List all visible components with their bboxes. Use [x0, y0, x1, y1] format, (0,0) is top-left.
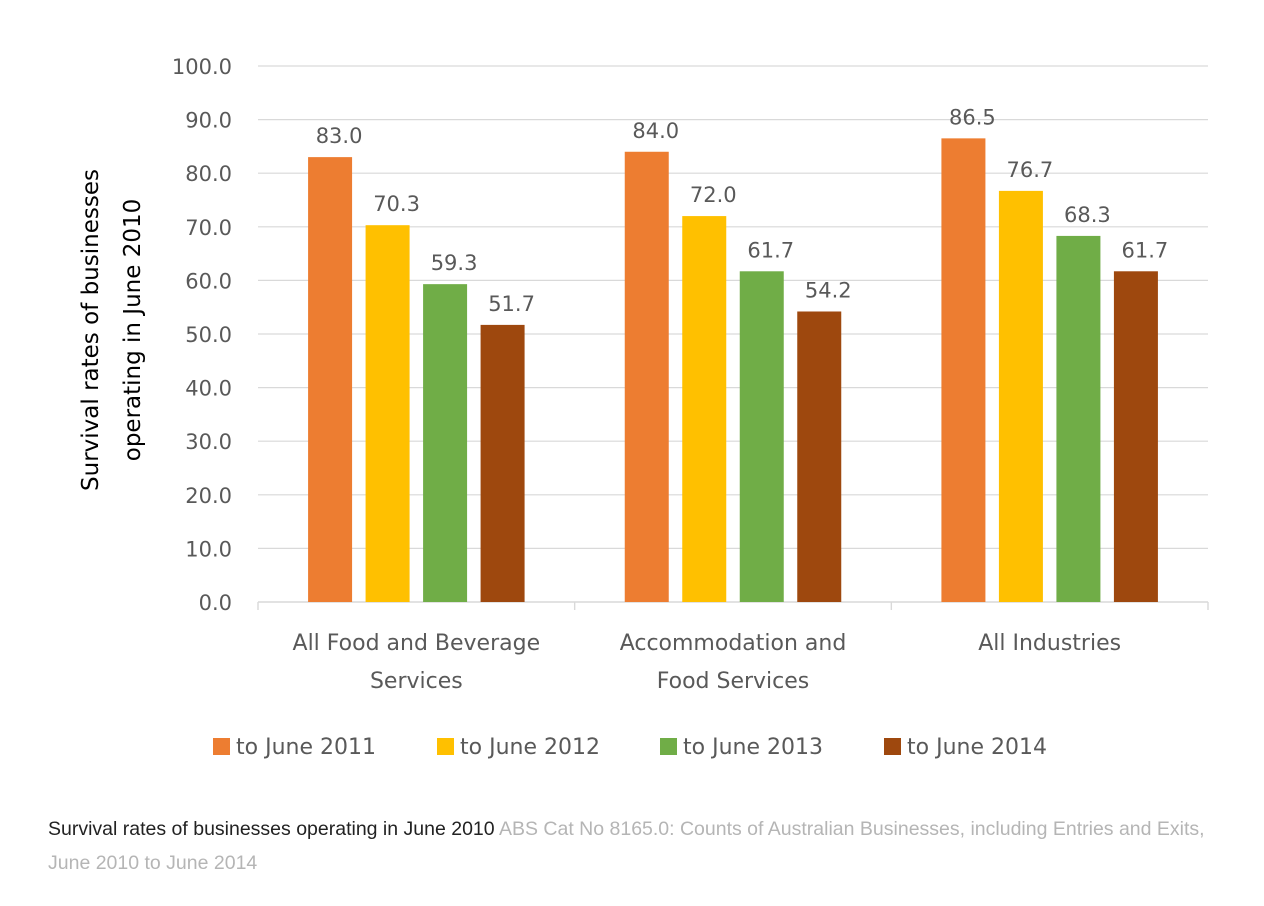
- y-tick-label: 80.0: [185, 162, 232, 186]
- legend-label: to June 2014: [907, 735, 1047, 760]
- category-label: Food Services: [657, 669, 810, 694]
- category-label: Accommodation and: [620, 631, 847, 656]
- y-tick-label: 50.0: [185, 323, 232, 347]
- figure-caption: Survival rates of businesses operating i…: [48, 812, 1208, 880]
- data-label: 61.7: [1122, 238, 1169, 262]
- data-label: 76.7: [1007, 158, 1054, 182]
- bar-2-3: [998, 190, 1043, 602]
- legend-label: to June 2013: [683, 735, 823, 760]
- data-label: 59.3: [431, 251, 478, 275]
- legend-swatch: [437, 738, 454, 755]
- legend-label: to June 2011: [236, 735, 376, 760]
- bar-2-2: [682, 216, 727, 602]
- y-tick-label: 70.0: [185, 216, 232, 240]
- category-label: All Industries: [978, 631, 1121, 656]
- bar-1-2: [624, 151, 669, 602]
- y-axis-title-line-2: operating in June 2010: [120, 199, 146, 461]
- y-tick-label: 20.0: [185, 484, 232, 508]
- y-tick-label: 90.0: [185, 109, 232, 133]
- bar-4-1: [480, 324, 525, 602]
- bar-chart: 0.0 10.0 20.0 30.0 40.0 50.0 60.0 70.0 80.0 90.0 1…: [78, 55, 1209, 760]
- bar-2-1: [365, 225, 410, 602]
- data-label: 54.2: [805, 278, 852, 302]
- legend-swatch: [884, 738, 901, 755]
- data-label: 72.0: [690, 183, 737, 207]
- y-axis-title-line-1: Survival rates of businesses: [78, 169, 104, 491]
- bar-1-3: [941, 138, 986, 603]
- data-label: 86.5: [949, 105, 996, 129]
- y-tick-label: 100.0: [172, 55, 232, 79]
- y-tick-label: 30.0: [185, 430, 232, 454]
- y-tick-label: 60.0: [185, 269, 232, 293]
- legend-swatch: [660, 738, 677, 755]
- caption-title: Survival rates of businesses operating i…: [48, 818, 495, 840]
- data-label: 84.0: [632, 119, 679, 143]
- data-label: 61.7: [747, 238, 794, 262]
- y-tick-label: 40.0: [185, 377, 232, 401]
- y-tick-label: 10.0: [185, 537, 232, 561]
- data-label: 70.3: [373, 192, 420, 216]
- bar-4-3: [1113, 271, 1158, 602]
- bar-4-2: [797, 311, 842, 602]
- legend-swatch: [213, 738, 230, 755]
- category-label: All Food and Beverage: [293, 631, 541, 656]
- bar-3-3: [1056, 235, 1101, 603]
- data-label: 83.0: [316, 124, 363, 148]
- data-label: 68.3: [1064, 203, 1111, 227]
- chart-area: 0.0 10.0 20.0 30.0 40.0 50.0 60.0 70.0 80.0 90.0 1…: [78, 55, 1209, 760]
- y-tick-label: 0.0: [199, 591, 232, 615]
- caption-source: ABS Cat No 8165.0: Counts of Australian …: [48, 818, 1205, 874]
- category-label: Services: [370, 669, 463, 694]
- legend-label: to June 2012: [460, 735, 600, 760]
- bar-1-1: [308, 157, 353, 602]
- bar-3-1: [423, 284, 468, 602]
- data-label: 51.7: [488, 292, 535, 316]
- bar-3-2: [739, 271, 784, 602]
